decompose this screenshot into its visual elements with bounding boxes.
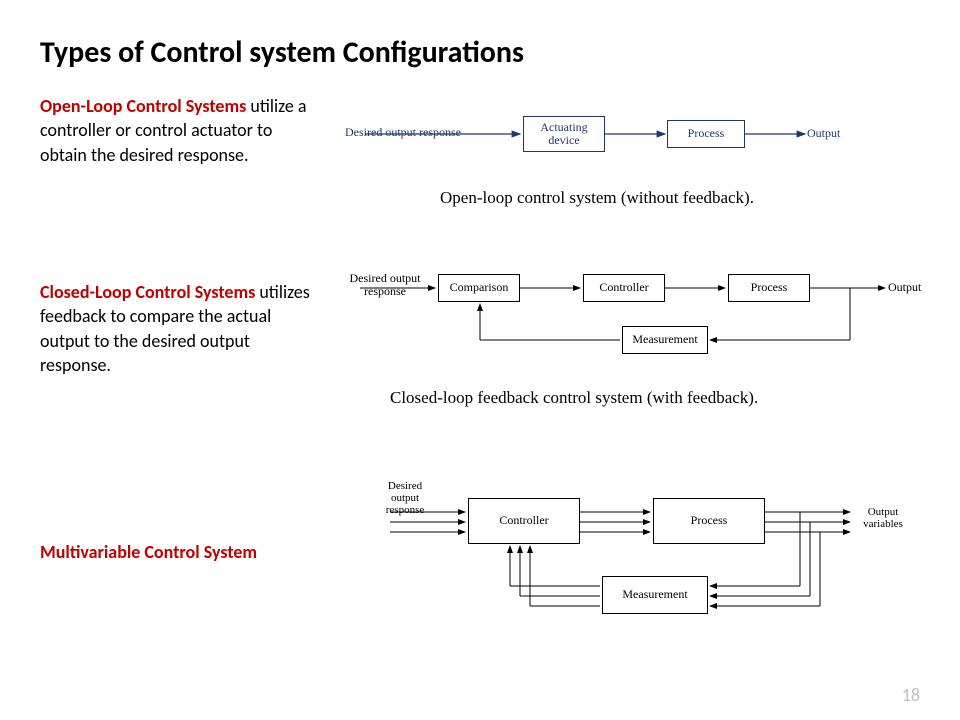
closed-loop-output-label: Output [888, 281, 921, 294]
multi-block-controller: Controller [468, 498, 580, 544]
section3-text: Multivariable Control System [40, 540, 340, 564]
open-loop-input-label: Desired output response [345, 126, 485, 139]
multivariable-diagram: Desiredoutputresponse Controller Process… [370, 480, 930, 640]
open-loop-block-actuating: Actuating device [523, 116, 605, 152]
multi-input-label: Desiredoutputresponse [370, 480, 440, 516]
multi-output-label: Outputvariables [853, 506, 913, 530]
closed-loop-block-controller: Controller [583, 274, 665, 302]
closed-loop-block-measurement: Measurement [622, 326, 708, 354]
multi-block-measurement: Measurement [602, 576, 708, 614]
section1-text: Open-Loop Control Systems utilize a cont… [40, 94, 320, 167]
page-number: 18 [902, 684, 920, 706]
closed-loop-diagram: Desired outputresponse Comparison Contro… [330, 258, 940, 378]
closed-loop-caption: Closed-loop feedback control system (wit… [390, 388, 758, 408]
closed-loop-input-label: Desired outputresponse [340, 272, 430, 298]
open-loop-output-label: Output [807, 127, 840, 140]
open-loop-caption: Open-loop control system (without feedba… [440, 188, 754, 208]
section3-heading: Multivariable Control System [40, 541, 257, 563]
page-title: Types of Control system Configurations [40, 34, 524, 71]
open-loop-diagram: Desired output response Actuating device… [335, 100, 925, 180]
section2-text: Closed-Loop Control Systems utilizes fee… [40, 280, 320, 377]
section1-heading: Open-Loop Control Systems [40, 95, 246, 117]
section2-heading: Closed-Loop Control Systems [40, 281, 255, 303]
closed-loop-block-process: Process [728, 274, 810, 302]
closed-loop-block-comparison: Comparison [438, 274, 520, 302]
multi-block-process: Process [653, 498, 765, 544]
open-loop-block-process: Process [667, 120, 745, 148]
